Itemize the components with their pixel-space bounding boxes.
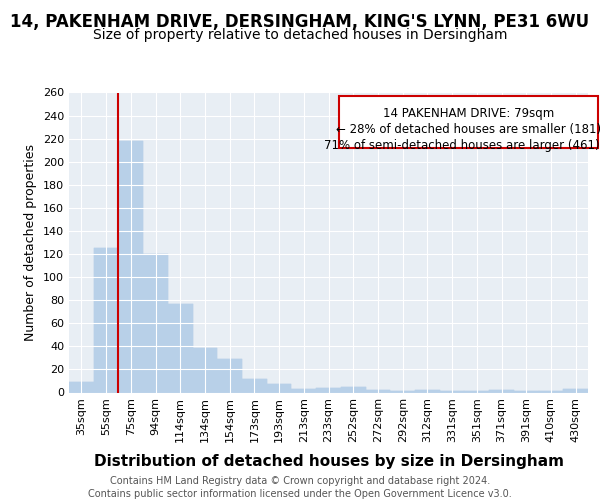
Bar — [267, 384, 292, 392]
Bar — [316, 388, 341, 392]
Bar — [316, 388, 341, 392]
Bar — [242, 378, 267, 392]
Bar — [267, 384, 292, 392]
X-axis label: Distribution of detached houses by size in Dersingham: Distribution of detached houses by size … — [94, 454, 563, 468]
Bar — [292, 389, 316, 392]
Bar — [168, 304, 193, 392]
Bar — [415, 390, 440, 392]
Text: 14 PAKENHAM DRIVE: 79sqm: 14 PAKENHAM DRIVE: 79sqm — [383, 107, 554, 120]
Bar — [94, 248, 118, 392]
Bar — [489, 390, 514, 392]
Bar — [242, 378, 267, 392]
Bar — [94, 248, 118, 392]
Bar — [118, 141, 143, 393]
Bar — [69, 382, 94, 392]
Bar — [143, 254, 168, 392]
Bar — [69, 382, 94, 392]
Bar — [415, 390, 440, 392]
Bar — [118, 141, 143, 393]
Bar — [143, 254, 168, 392]
Bar — [168, 304, 193, 392]
Bar — [341, 386, 365, 392]
Bar — [217, 359, 242, 392]
Bar — [292, 389, 316, 392]
Text: Size of property relative to detached houses in Dersingham: Size of property relative to detached ho… — [93, 28, 507, 42]
Bar — [563, 389, 588, 392]
Bar — [193, 348, 217, 393]
Bar — [217, 359, 242, 392]
Bar — [365, 390, 390, 392]
Bar — [341, 386, 365, 392]
Text: Contains HM Land Registry data © Crown copyright and database right 2024.: Contains HM Land Registry data © Crown c… — [110, 476, 490, 486]
Text: 71% of semi-detached houses are larger (461) →: 71% of semi-detached houses are larger (… — [324, 138, 600, 151]
Y-axis label: Number of detached properties: Number of detached properties — [25, 144, 37, 341]
Bar — [563, 389, 588, 392]
Bar — [365, 390, 390, 392]
Bar — [193, 348, 217, 393]
Bar — [489, 390, 514, 392]
Text: ← 28% of detached houses are smaller (181): ← 28% of detached houses are smaller (18… — [336, 123, 600, 136]
Text: 14, PAKENHAM DRIVE, DERSINGHAM, KING'S LYNN, PE31 6WU: 14, PAKENHAM DRIVE, DERSINGHAM, KING'S L… — [10, 12, 590, 30]
Text: Contains public sector information licensed under the Open Government Licence v3: Contains public sector information licen… — [88, 489, 512, 499]
FancyBboxPatch shape — [339, 96, 598, 148]
